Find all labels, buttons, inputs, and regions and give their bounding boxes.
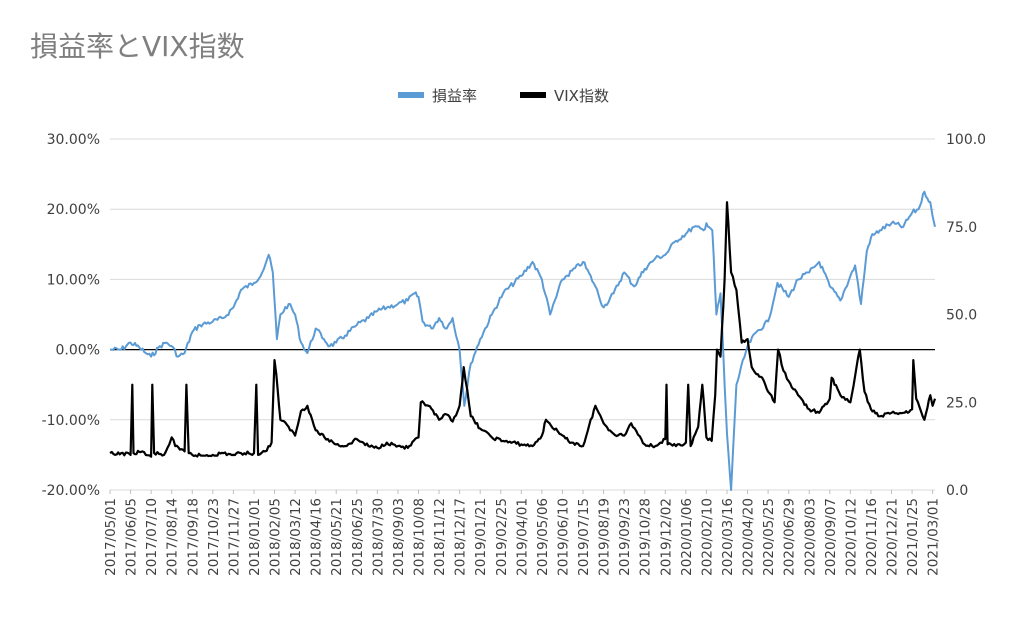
x-tick-label: 2020/11/16 (864, 498, 880, 576)
x-tick-label: 2020/12/21 (885, 498, 901, 576)
x-tick-label: 2018/01/01 (247, 498, 263, 576)
x-tick-label: 2017/05/01 (103, 498, 119, 576)
x-tick-label: 2020/04/20 (741, 498, 757, 576)
x-tick-label: 2020/06/29 (782, 498, 798, 576)
x-tick-label: 2018/06/25 (350, 498, 366, 576)
x-tick-label: 2019/08/19 (597, 498, 613, 576)
x-tick-label: 2018/07/30 (370, 498, 386, 576)
legend-swatch-pnl (398, 92, 424, 98)
y-left-tick-label: 20.00% (47, 202, 100, 218)
x-tick-label: 2021/01/25 (905, 498, 921, 576)
x-tick-label: 2020/05/25 (761, 498, 777, 576)
x-tick-label: 2017/11/27 (226, 498, 242, 576)
series-lines (109, 190, 937, 491)
legend: 損益率 VIX指数 (398, 87, 609, 105)
x-tick-label: 2018/12/17 (453, 498, 469, 576)
legend-swatch-vix (520, 92, 546, 98)
x-tick-label: 2020/08/03 (802, 498, 818, 576)
x-tick-label: 2019/01/21 (473, 498, 489, 576)
y-right-tick-label: 50.0 (946, 308, 977, 324)
y-left-tick-label: -10.00% (42, 413, 100, 429)
legend-label-pnl: 損益率 (432, 87, 477, 105)
x-tick-label: 2018/03/12 (288, 498, 304, 576)
x-tick-label: 2019/06/10 (555, 498, 571, 576)
y-left-tick-label: 30.00% (47, 132, 100, 148)
x-tick-label: 2020/01/06 (679, 498, 695, 576)
y-left-tick-label: 0.00% (56, 343, 100, 359)
x-tick-label: 2020/02/10 (699, 498, 715, 576)
x-tick-label: 2019/07/15 (576, 498, 592, 576)
x-tick-label: 2018/09/03 (391, 498, 407, 576)
y-left-tick-label: 10.00% (47, 272, 100, 288)
y-right-tick-label: 0.0 (946, 483, 968, 499)
x-tick-label: 2019/02/25 (494, 498, 510, 576)
y-left-tick-label: -20.00% (42, 483, 100, 499)
x-tick-label: 2020/03/16 (720, 498, 736, 576)
x-tick-label: 2019/04/01 (514, 498, 530, 576)
x-tick-label: 2017/06/05 (124, 498, 140, 576)
x-tick-label: 2018/10/08 (411, 498, 427, 576)
x-tick-label: 2017/08/14 (165, 498, 181, 576)
x-tick-label: 2020/10/12 (843, 498, 859, 576)
series-line-pnl (110, 190, 936, 491)
y-right-tick-label: 25.0 (946, 395, 977, 411)
chart-title: 損益率とVIX指数 (30, 30, 245, 63)
series-line-vix (109, 201, 937, 458)
gridlines (110, 138, 935, 491)
y-right-tick-label: 75.0 (946, 220, 977, 236)
x-tick-label: 2019/05/06 (535, 498, 551, 576)
x-tick-label: 2020/09/07 (823, 498, 839, 576)
x-tick-label: 2019/10/28 (638, 498, 654, 576)
x-axis: 2017/05/01 2017/06/05 2017/07/10 2017/08/14… (103, 490, 942, 576)
x-tick-label: 2021/03/01 (926, 498, 942, 576)
legend-label-vix: VIX指数 (554, 87, 609, 105)
x-tick-label: 2017/07/10 (144, 498, 160, 576)
y-axis-right: 0.0 25.0 50.0 75.0 100.0 (946, 132, 986, 499)
x-tick-label: 2018/04/16 (309, 498, 325, 576)
x-tick-label: 2018/02/05 (268, 498, 284, 576)
x-tick-label: 2018/11/12 (432, 498, 448, 576)
x-tick-label: 2017/09/18 (185, 498, 201, 576)
x-tick-label: 2019/12/02 (658, 498, 674, 576)
x-tick-label: 2018/05/21 (329, 498, 345, 576)
x-tick-label: 2017/10/23 (206, 498, 222, 576)
x-tick-label: 2019/09/23 (617, 498, 633, 576)
y-right-tick-label: 100.0 (946, 132, 986, 148)
y-axis-left: -20.00% -10.00% 0.00% 10.00% 20.00% 30.00% (42, 132, 100, 499)
